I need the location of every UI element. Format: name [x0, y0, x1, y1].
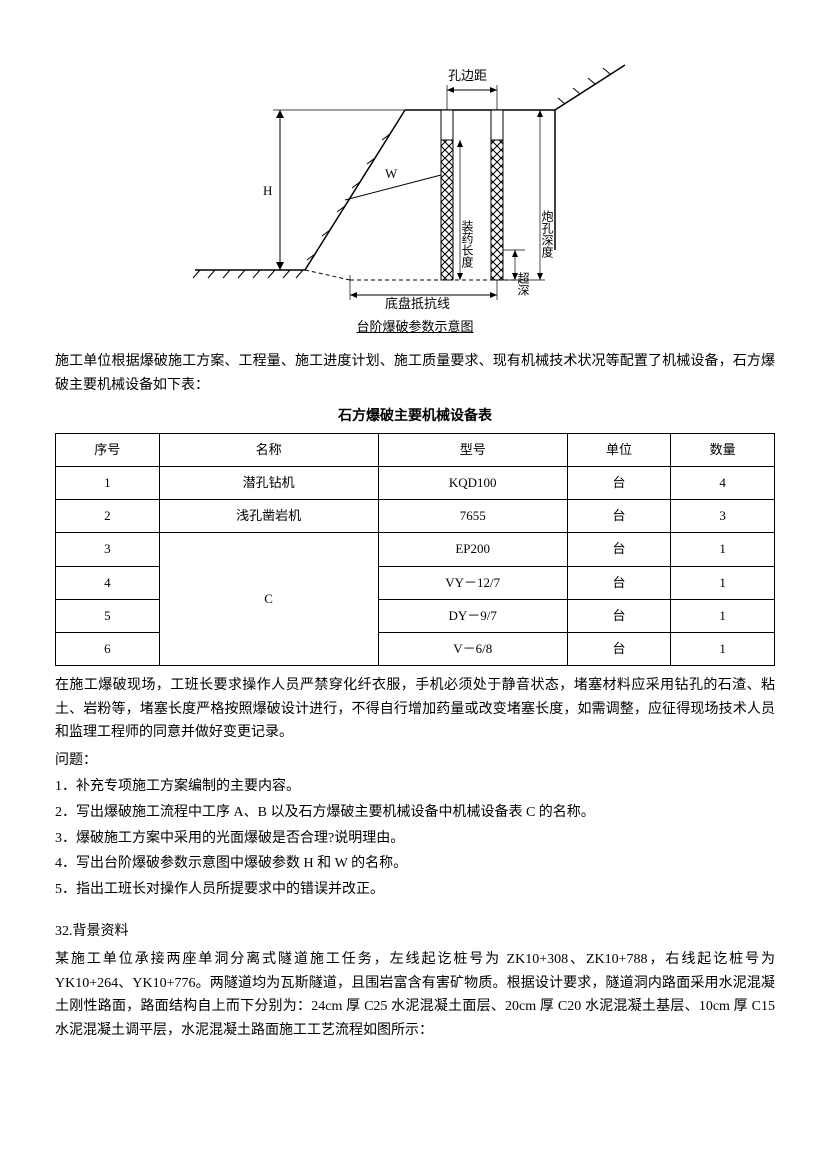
label-top: 孔边距	[448, 68, 487, 83]
label-charge-len: 装药长度	[460, 220, 474, 268]
th-no: 序号	[56, 434, 160, 467]
table-row: 1 潜孔钻机 KQD100 台 4	[56, 467, 775, 500]
question-item: 4．写出台阶爆破参数示意图中爆破参数 H 和 W 的名称。	[55, 852, 775, 876]
section-32-heading: 32.背景资料	[55, 920, 775, 944]
table-row: 2 浅孔凿岩机 7655 台 3	[56, 500, 775, 533]
body-paragraph: 在施工爆破现场，工班长要求操作人员严禁穿化纤衣服，手机必须处于静音状态，堵塞材料…	[55, 674, 775, 745]
merged-name-cell: C	[159, 533, 378, 665]
question-item: 2．写出爆破施工流程中工序 A、B 以及石方爆破主要机械设备中机械设备表 C 的…	[55, 801, 775, 825]
section-32-body: 某施工单位承接两座单洞分离式隧道施工任务，左线起讫桩号为 ZK10+308、ZK…	[55, 948, 775, 1043]
label-overdepth: 超深	[516, 271, 530, 296]
questions-block: 问题： 1．补充专项施工方案编制的主要内容。 2．写出爆破施工流程中工序 A、B…	[55, 749, 775, 902]
diagram-svg: H W 孔边距 底盘抵抗线 装药长度 超深 炮孔深度	[185, 50, 645, 310]
th-qty: 数量	[671, 434, 775, 467]
table-title: 石方爆破主要机械设备表	[55, 405, 775, 429]
equipment-table: 序号 名称 型号 单位 数量 1 潜孔钻机 KQD100 台 4 2 浅孔凿岩机…	[55, 433, 775, 666]
table-header-row: 序号 名称 型号 单位 数量	[56, 434, 775, 467]
question-item: 5．指出工班长对操作人员所提要求中的错误并改正。	[55, 878, 775, 902]
label-W: W	[385, 166, 398, 181]
diagram-caption: 台阶爆破参数示意图	[356, 316, 473, 338]
th-unit: 单位	[567, 434, 671, 467]
th-model: 型号	[378, 434, 567, 467]
table-row: 3 C EP200 台 1	[56, 533, 775, 566]
th-name: 名称	[159, 434, 378, 467]
questions-heading: 问题：	[55, 749, 775, 773]
blast-diagram: H W 孔边距 底盘抵抗线 装药长度 超深 炮孔深度 台阶爆破参数示意图	[55, 50, 775, 340]
question-item: 1．补充专项施工方案编制的主要内容。	[55, 775, 775, 799]
label-hole-depth: 炮孔深度	[540, 210, 554, 258]
question-item: 3．爆破施工方案中采用的光面爆破是否合理?说明理由。	[55, 827, 775, 851]
label-bottom: 底盘抵抗线	[385, 296, 450, 310]
label-H: H	[263, 183, 272, 198]
intro-paragraph: 施工单位根据爆破施工方案、工程量、施工进度计划、施工质量要求、现有机械技术状况等…	[55, 350, 775, 398]
